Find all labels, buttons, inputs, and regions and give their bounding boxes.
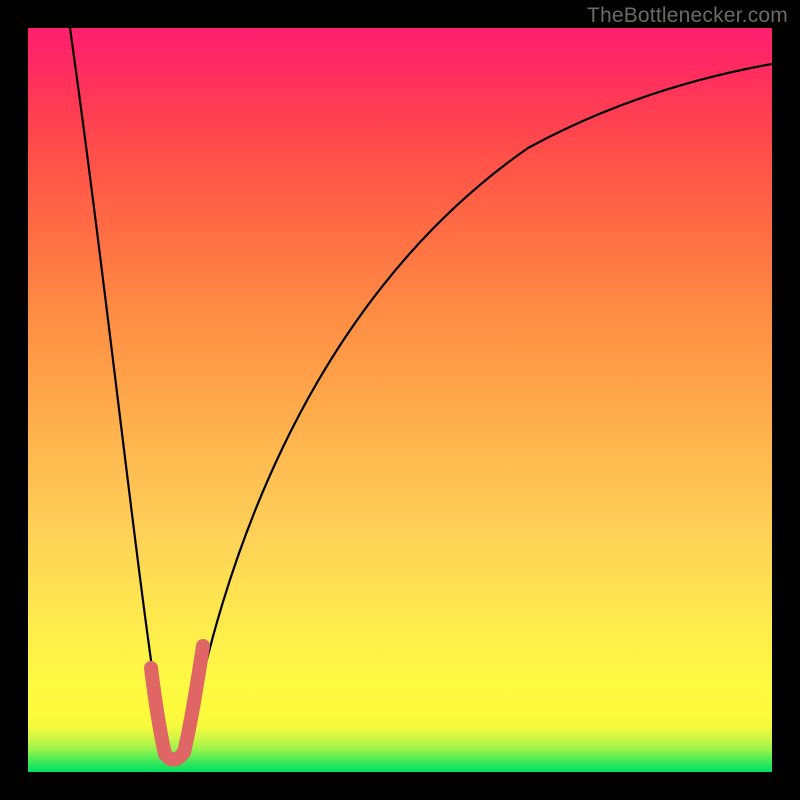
bottleneck-curve — [28, 28, 772, 772]
plot-area — [28, 28, 772, 772]
curve-left-branch — [70, 28, 174, 763]
marker-left — [151, 668, 165, 754]
curve-right-branch — [174, 64, 772, 763]
chart-frame: TheBottlenecker.com — [0, 0, 800, 800]
watermark-text: TheBottlenecker.com — [587, 4, 788, 28]
marker-right — [184, 646, 203, 752]
